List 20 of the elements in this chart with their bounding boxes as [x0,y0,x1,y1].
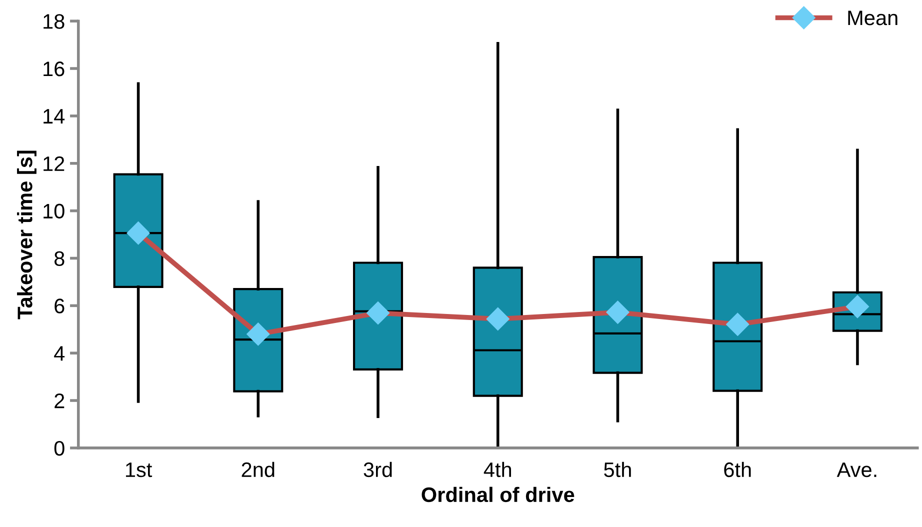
x-tick-label: 2nd [242,462,274,478]
legend-label: Mean [848,10,898,26]
y-tick-label: 8 [54,251,64,266]
x-tick-label: 1st [126,462,152,478]
x-tick-label: 6th [724,462,751,478]
x-tick-label: 4th [484,462,512,478]
x-tick-label: Ave. [836,462,876,478]
y-axis-title: Takeover time [s] [17,150,36,320]
x-tick-label: 5th [604,462,631,478]
y-tick-label: 16 [44,62,64,76]
y-tick-label: 4 [54,346,65,361]
y-tick-label: 18 [44,14,64,29]
x-tick-label: 3rd [364,462,392,478]
y-tick-label: 14 [44,109,65,124]
x-axis-title: Ordinal of drive [422,486,574,502]
y-tick-label: 12 [44,156,64,171]
y-tick-label: 10 [44,204,64,219]
y-tick-label: 0 [54,440,64,456]
y-tick-label: 6 [54,298,64,314]
y-tick-label: 2 [54,394,64,408]
